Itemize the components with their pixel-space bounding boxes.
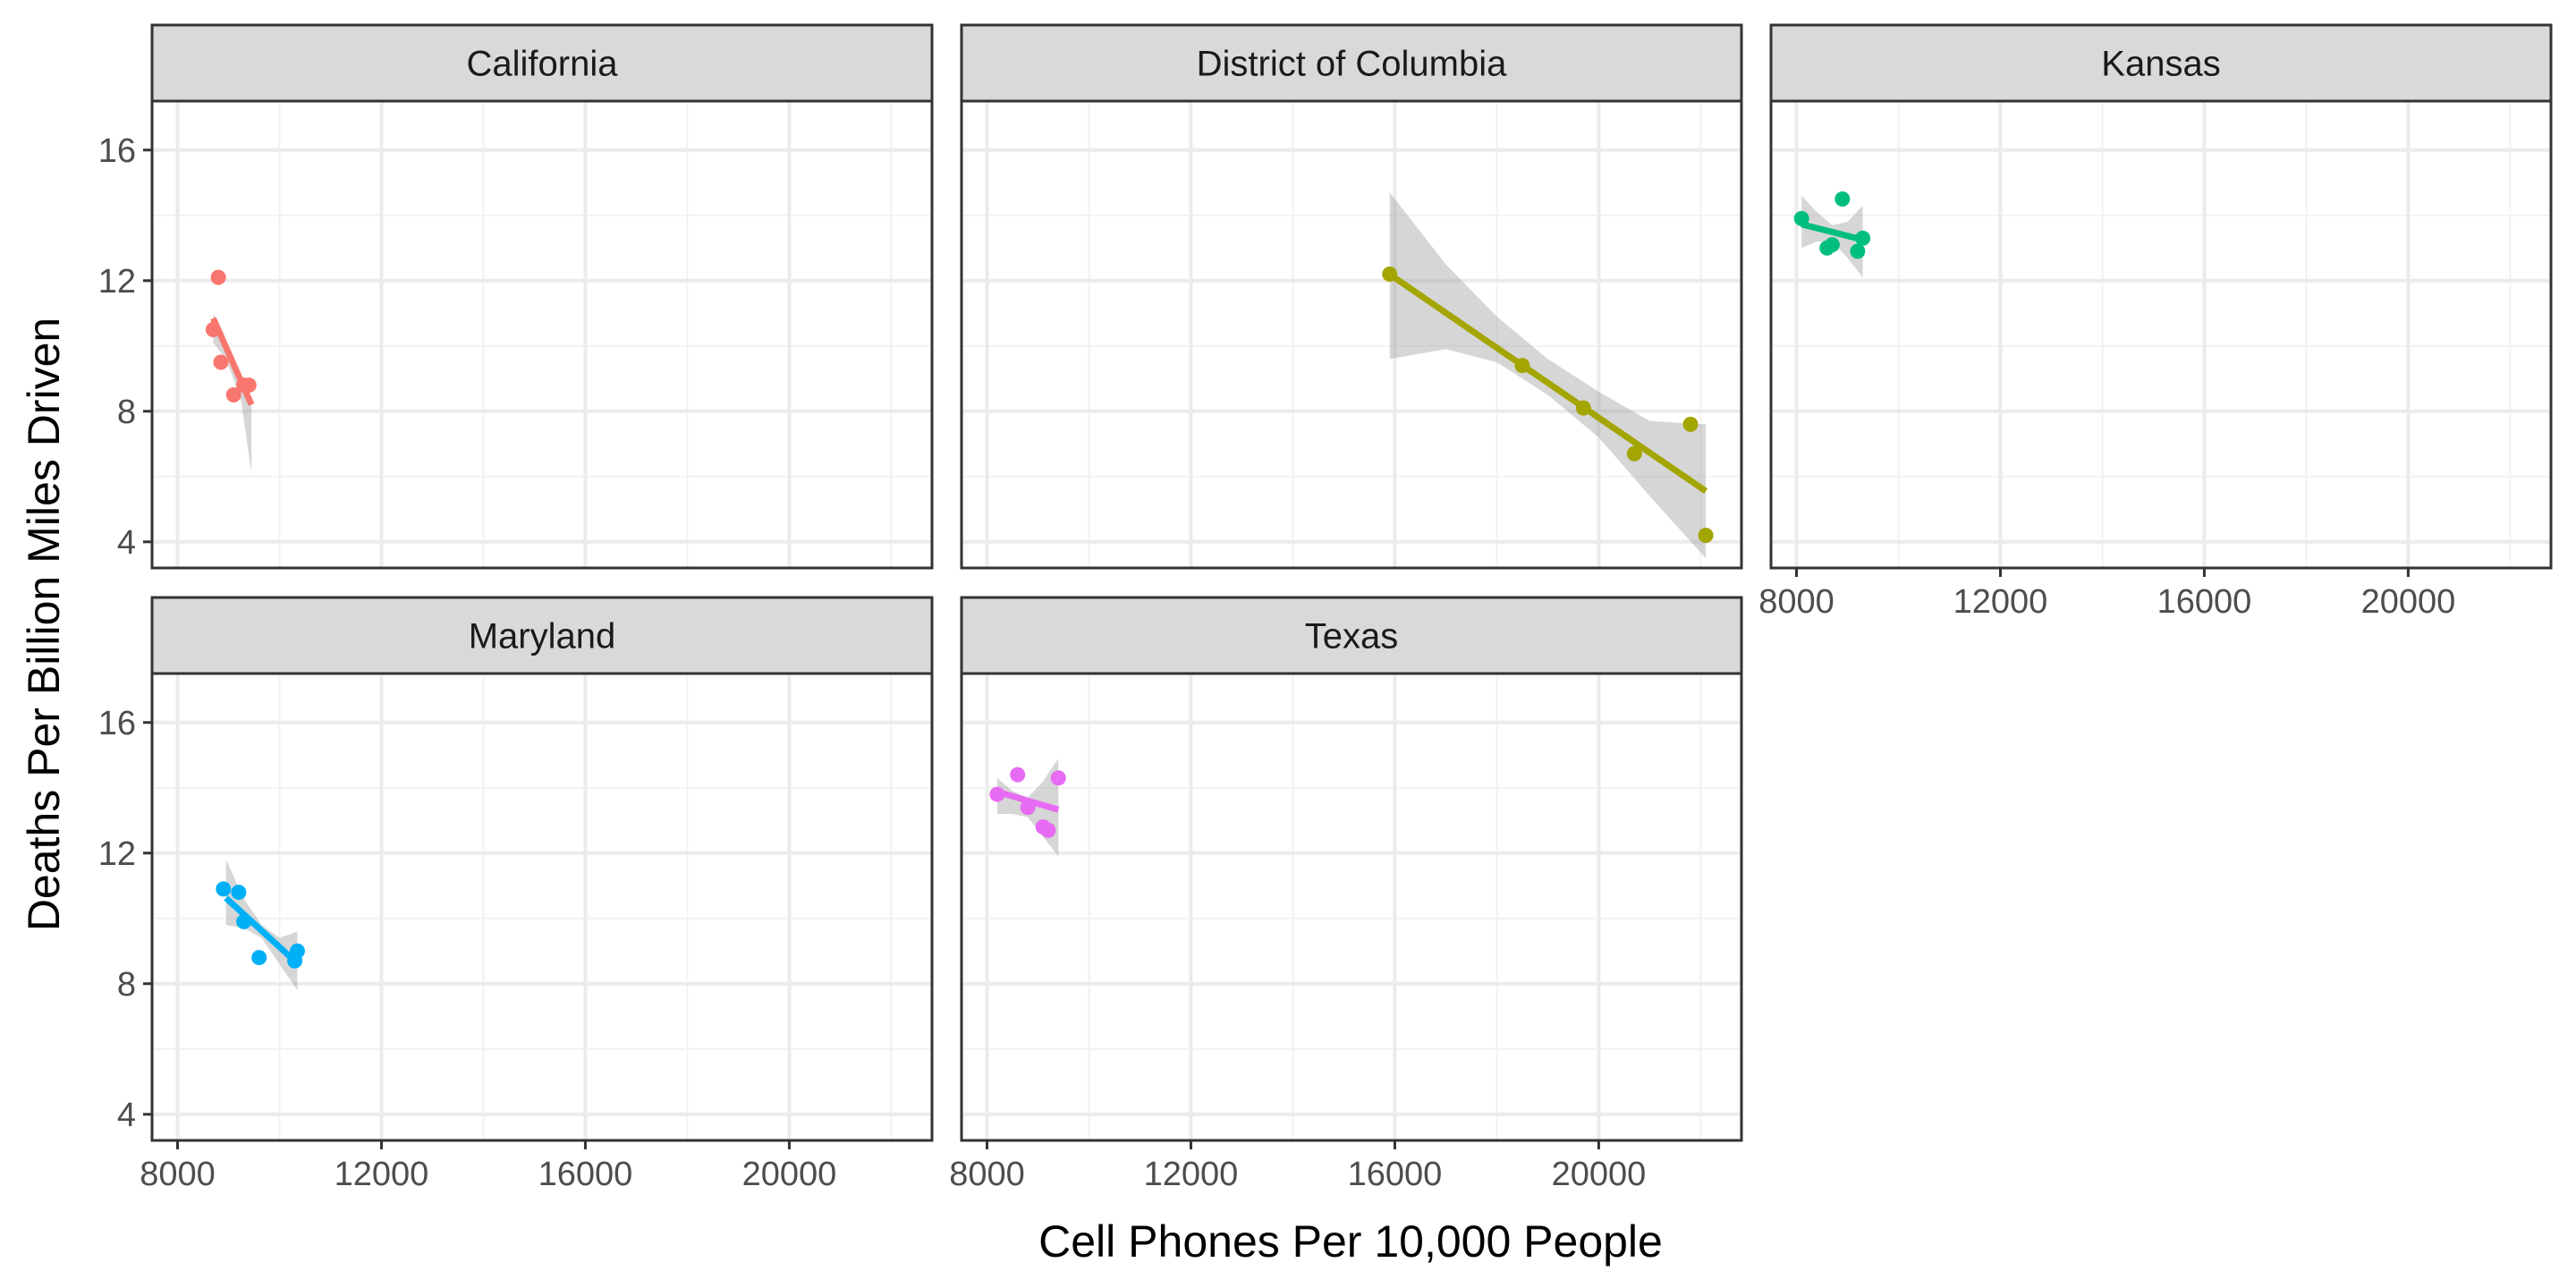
panel-california-point-3 xyxy=(213,354,229,370)
panel-maryland-point-3 xyxy=(236,913,252,929)
panel-maryland-confidence-band xyxy=(225,860,298,991)
panel-district-of-columbia: District of Columbia xyxy=(960,23,1743,570)
panel-kansas-point-5 xyxy=(1850,243,1866,259)
y-tick-label: 16 xyxy=(98,705,136,742)
panel-texas-point-6 xyxy=(1050,770,1066,786)
panel-kansas-point-6 xyxy=(1855,230,1871,246)
panel-texas: Texas 8000 12000 16000 20000 xyxy=(949,596,1743,1193)
panel-district-of-columbia-point-2 xyxy=(1514,358,1530,374)
x-tick-label: 8000 xyxy=(1758,583,1835,621)
panel-california-strip xyxy=(150,23,934,103)
panel-california-point-4 xyxy=(225,387,242,403)
y-tick-label: 4 xyxy=(117,524,136,562)
x-tick-label: 12000 xyxy=(1953,583,2048,621)
x-tick-label: 16000 xyxy=(538,1156,633,1193)
x-axis-title: Cell Phones Per 10,000 People xyxy=(1038,1216,1663,1267)
y-axis-title: Deaths Per Billion Miles Driven xyxy=(19,318,69,931)
panel-kansas-point-2 xyxy=(1835,191,1851,208)
panel-kansas-strip-label: Kansas xyxy=(2101,45,2220,84)
x-tick-label: 16000 xyxy=(2157,583,2252,621)
y-tick-label: 12 xyxy=(98,835,136,873)
panel-district-of-columbia-strip-label: District of Columbia xyxy=(1197,45,1508,84)
y-tick-label: 8 xyxy=(117,966,136,1004)
panel-texas-strip-label: Texas xyxy=(1305,617,1399,657)
panel-kansas-strip xyxy=(1769,23,2553,103)
x-tick-label: 8000 xyxy=(140,1156,216,1193)
panel-district-of-columbia-background xyxy=(962,101,1741,568)
panel-maryland-background xyxy=(152,674,932,1140)
panel-texas-background xyxy=(962,674,1741,1140)
panel-texas-point-1 xyxy=(989,786,1005,802)
panel-maryland-point-6 xyxy=(289,943,305,959)
panel-kansas-background xyxy=(1771,101,2551,568)
panel-texas-point-5 xyxy=(1040,822,1056,838)
panel-district-of-columbia-point-6 xyxy=(1698,527,1714,543)
y-tick-label: 8 xyxy=(117,394,136,431)
x-tick-label: 12000 xyxy=(1144,1156,1239,1193)
x-tick-label: 20000 xyxy=(2361,583,2456,621)
panel-maryland-point-1 xyxy=(216,881,232,897)
panel-kansas-point-4 xyxy=(1824,237,1840,253)
panel-district-of-columbia-strip xyxy=(960,23,1743,103)
y-tick-label: 16 xyxy=(98,132,136,170)
panel-maryland-fit-line xyxy=(224,895,300,966)
panel-kansas: Kansas 8000 12000 16000 20000 xyxy=(1758,23,2553,621)
x-tick-label: 16000 xyxy=(1348,1156,1443,1193)
panel-district-of-columbia-point-1 xyxy=(1382,266,1398,282)
panel-kansas-fit-line xyxy=(1801,221,1864,243)
panel-california-background xyxy=(152,101,932,568)
x-tick-label: 20000 xyxy=(1552,1156,1647,1193)
panel-maryland-point-4 xyxy=(251,950,267,966)
panel-california-point-2 xyxy=(205,322,221,338)
panel-california-point-6 xyxy=(241,377,257,394)
panel-maryland-strip-label: Maryland xyxy=(469,617,616,657)
panel-texas-strip xyxy=(960,596,1743,675)
y-tick-label: 4 xyxy=(117,1097,136,1134)
panel-district-of-columbia-fit-line xyxy=(1387,271,1708,494)
panel-district-of-columbia-confidence-band xyxy=(1389,192,1707,559)
panel-california-point-1 xyxy=(210,269,226,285)
panel-california-confidence-band xyxy=(213,313,252,474)
panel-california-strip-label: California xyxy=(467,45,619,84)
y-tick-label: 12 xyxy=(98,263,136,301)
panel-maryland: Maryland 4 8 12 16 8000 12000 16000 20000 xyxy=(98,596,934,1193)
panel-district-of-columbia-point-3 xyxy=(1575,400,1591,416)
panel-district-of-columbia-point-5 xyxy=(1682,416,1699,432)
panel-california: California 4 8 12 16 xyxy=(98,23,934,570)
x-tick-label: 20000 xyxy=(742,1156,837,1193)
panel-district-of-columbia-point-4 xyxy=(1626,445,1642,462)
panel-texas-point-2 xyxy=(1010,767,1026,783)
panel-texas-point-3 xyxy=(1020,800,1036,816)
panel-maryland-point-2 xyxy=(231,885,247,901)
panel-maryland-strip xyxy=(150,596,934,675)
panel-kansas-point-1 xyxy=(1793,210,1809,226)
x-tick-label: 8000 xyxy=(949,1156,1025,1193)
panel-kansas-confidence-band xyxy=(1801,195,1863,278)
x-tick-label: 12000 xyxy=(335,1156,429,1193)
